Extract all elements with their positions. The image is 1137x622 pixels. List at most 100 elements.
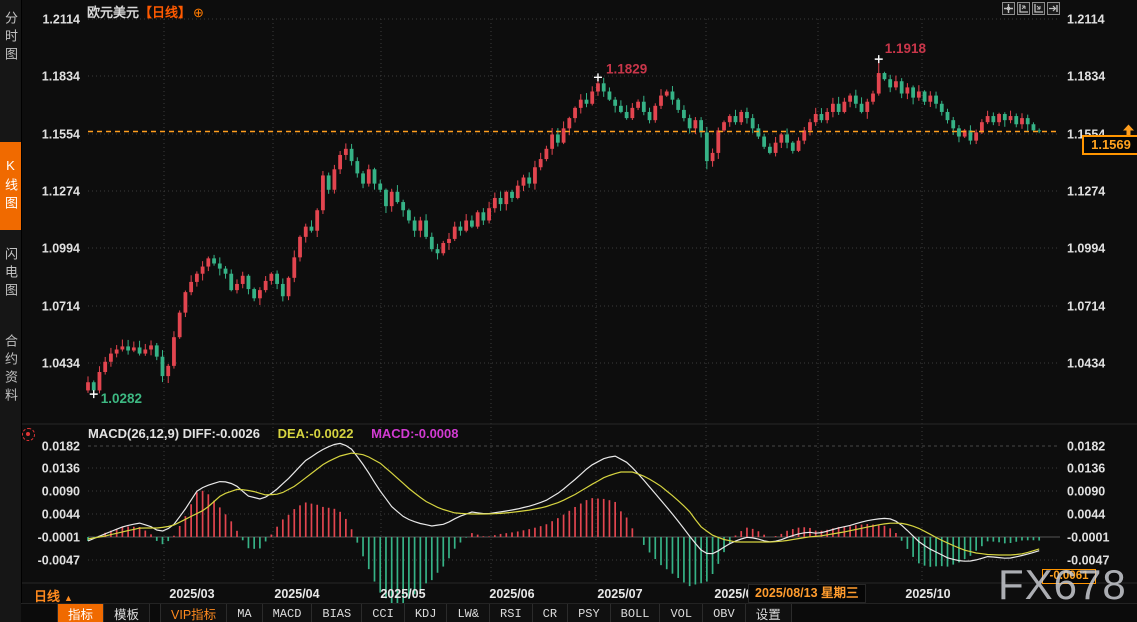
toolbar-tab-模板[interactable]: 模板 bbox=[104, 604, 151, 622]
dea-line bbox=[87, 452, 1040, 556]
toolbar-tab-KDJ[interactable]: KDJ bbox=[404, 604, 448, 622]
candle-body bbox=[641, 101, 646, 112]
candle-body bbox=[258, 290, 262, 299]
toolbar-tab-MA[interactable]: MA bbox=[227, 604, 263, 622]
toolbar-tab-指标[interactable]: 指标 bbox=[57, 604, 105, 622]
price-axis-label-left: 1.0434 bbox=[42, 357, 80, 371]
jump-to-latest-icon[interactable] bbox=[1047, 2, 1060, 15]
price-axis-label-right: 1.0714 bbox=[1067, 300, 1105, 314]
price-axis-label-right: 1.2114 bbox=[1067, 13, 1105, 27]
candle-body bbox=[1002, 114, 1007, 121]
crosshair-tool-icon[interactable] bbox=[1002, 2, 1015, 15]
candle-body bbox=[836, 103, 841, 112]
candle-body bbox=[733, 116, 738, 123]
candle-body bbox=[217, 263, 222, 269]
toolbar-tab-PSY[interactable]: PSY bbox=[568, 604, 611, 622]
indicator-settings-icon[interactable] bbox=[22, 428, 35, 441]
candle-body bbox=[349, 148, 354, 162]
toolbar-tab-CCI[interactable]: CCI bbox=[362, 604, 405, 622]
crosshair-date-tooltip: 2025/08/13 星期三 bbox=[748, 584, 866, 603]
add-indicator-icon[interactable]: ⊕ bbox=[193, 5, 204, 20]
candle-body bbox=[825, 111, 830, 121]
sidebar-tab-3[interactable]: 合约资料 bbox=[3, 334, 18, 406]
candle-body bbox=[109, 353, 113, 362]
candle-body bbox=[670, 91, 675, 100]
candle-body bbox=[767, 146, 772, 153]
candle-body bbox=[412, 220, 417, 231]
x-axis-label: 2025/10 bbox=[905, 587, 950, 601]
candle-body bbox=[957, 128, 961, 137]
candle-body bbox=[750, 118, 755, 129]
candle-body bbox=[911, 87, 916, 98]
macd-params-diff: MACD(26,12,9) DIFF:-0.0026 bbox=[88, 426, 260, 441]
toolbar-tab-OBV[interactable]: OBV bbox=[703, 604, 746, 622]
candle-body bbox=[309, 226, 314, 231]
candle-body bbox=[555, 134, 560, 143]
candle-body bbox=[240, 275, 245, 284]
macd-axis-label-right: 0.0136 bbox=[1067, 462, 1105, 476]
toolbar-tab-BOLL[interactable]: BOLL bbox=[610, 604, 661, 622]
candle-body bbox=[361, 173, 365, 184]
sidebar-tab-0[interactable]: 分时图 bbox=[3, 11, 18, 65]
toolbar-tab-VIP指标[interactable]: VIP指标 bbox=[160, 604, 228, 622]
candle-body bbox=[876, 73, 881, 94]
candle-body bbox=[922, 91, 927, 102]
macd-hist-value: MACD:-0.0008 bbox=[371, 426, 459, 441]
candle-body bbox=[458, 226, 463, 231]
toolbar-tab-设置[interactable]: 设置 bbox=[745, 604, 792, 622]
candle-body bbox=[871, 93, 875, 102]
price-axis-label-right: 1.1274 bbox=[1067, 185, 1105, 199]
candle-body bbox=[601, 83, 606, 92]
chart-toolbar bbox=[1002, 2, 1060, 15]
candle-body bbox=[842, 101, 847, 112]
candle-body bbox=[114, 349, 119, 354]
candle-body bbox=[710, 152, 715, 162]
toolbar-tab-BIAS[interactable]: BIAS bbox=[312, 604, 363, 622]
candle-body bbox=[573, 107, 577, 119]
toolbar-tab-VOL[interactable]: VOL bbox=[660, 604, 704, 622]
candle-body bbox=[103, 361, 108, 373]
latest-price-arrow[interactable] bbox=[1123, 124, 1134, 136]
candle-body bbox=[200, 266, 205, 274]
x-axis-label: 2025/04 bbox=[274, 587, 319, 601]
toolbar-tab-MACD[interactable]: MACD bbox=[262, 604, 313, 622]
candle-body bbox=[292, 257, 297, 278]
candle-body bbox=[223, 268, 228, 274]
toolbar-tab-RSI[interactable]: RSI bbox=[490, 604, 533, 622]
candle-body bbox=[567, 118, 572, 129]
candle-body bbox=[985, 116, 990, 123]
toolbar-tab-LW&[interactable]: LW& bbox=[447, 604, 491, 622]
toolbar-tab-CR[interactable]: CR bbox=[532, 604, 569, 622]
candle-body bbox=[882, 73, 887, 80]
candle-body bbox=[578, 99, 583, 108]
candle-body bbox=[355, 161, 360, 174]
macd-axis-label-left: -0.0001 bbox=[38, 531, 80, 545]
interval-selector[interactable]: 日线 ▲ bbox=[34, 586, 73, 605]
candle-body bbox=[676, 99, 681, 110]
candle-body bbox=[716, 130, 721, 153]
macd-axis-label-right: 0.0182 bbox=[1067, 440, 1105, 454]
axis-scale-right-icon[interactable] bbox=[1032, 2, 1045, 15]
candle-body bbox=[366, 169, 371, 184]
candle-body bbox=[951, 120, 956, 129]
sidebar-tab-1[interactable]: K线图 bbox=[0, 142, 21, 230]
candle-body bbox=[865, 101, 870, 112]
candle-body bbox=[321, 175, 325, 211]
candle-body bbox=[406, 210, 411, 221]
candle-body bbox=[298, 236, 302, 258]
candle-body bbox=[126, 346, 131, 351]
candle-body bbox=[1014, 116, 1019, 125]
candle-body bbox=[131, 347, 136, 351]
candle-body bbox=[974, 132, 979, 141]
candle-body bbox=[498, 197, 503, 205]
sidebar-tab-2[interactable]: 闪电图 bbox=[3, 247, 18, 301]
candle-body bbox=[590, 91, 595, 104]
candle-body bbox=[618, 105, 623, 112]
candle-body bbox=[303, 226, 308, 237]
candle-body bbox=[177, 312, 182, 338]
candle-body bbox=[315, 210, 320, 231]
macd-axis-label-left: 0.0090 bbox=[42, 485, 80, 499]
candle-body bbox=[338, 154, 343, 170]
axis-scale-left-icon[interactable] bbox=[1017, 2, 1030, 15]
